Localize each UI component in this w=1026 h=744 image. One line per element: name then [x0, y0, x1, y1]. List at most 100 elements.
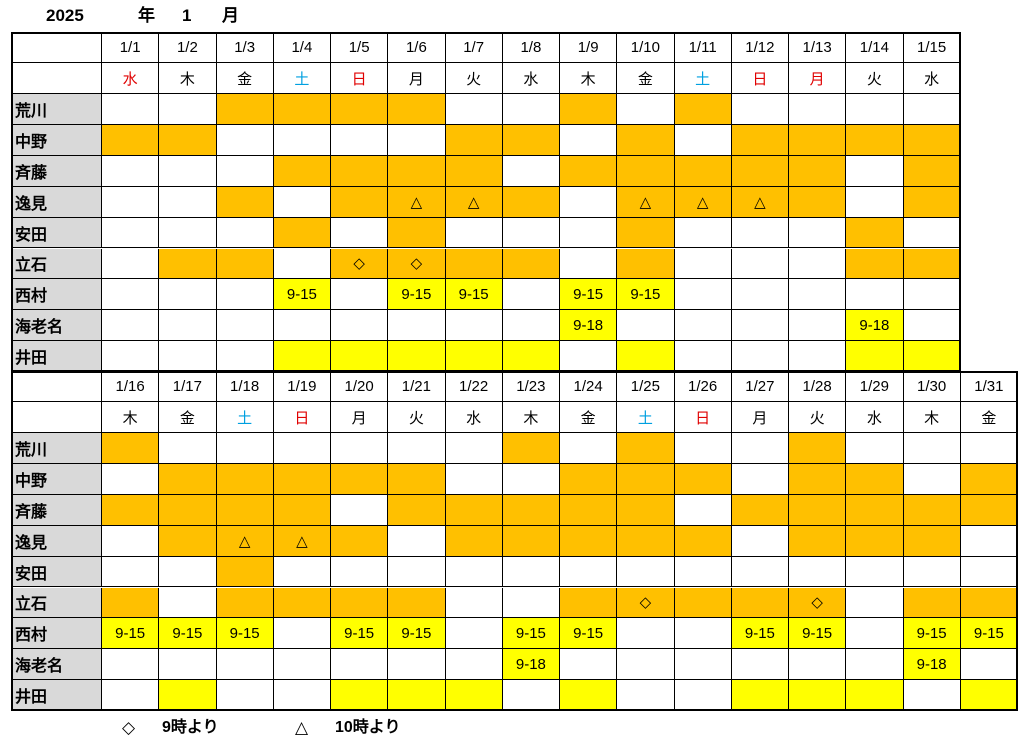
schedule-cell [273, 618, 331, 650]
staff-name: 逸見 [12, 186, 102, 218]
schedule-cell: △ [617, 186, 675, 218]
date: 1/26 [674, 372, 732, 402]
schedule-cell: 9-15 [216, 618, 274, 650]
schedule-cell [960, 525, 1018, 557]
weekday: 日 [731, 63, 789, 94]
schedule-cell: ◇ [331, 248, 389, 280]
schedule-cell [674, 217, 732, 249]
schedule-cell: △ [388, 186, 446, 218]
schedule-cell: 9-15 [102, 618, 160, 650]
schedule-cell [159, 217, 217, 249]
schedule-cell: 9-15 [560, 279, 618, 311]
schedule-cell [159, 556, 217, 588]
schedule-cell [445, 341, 503, 373]
schedule-cell [331, 279, 389, 311]
weekday: 火 [445, 63, 503, 94]
schedule-cell [960, 556, 1018, 588]
schedule-cell [674, 94, 732, 125]
schedule-cell [903, 525, 961, 557]
schedule-cell [789, 124, 847, 156]
staff-name: 中野 [12, 463, 102, 495]
schedule-cell [846, 525, 904, 557]
schedule-cell [216, 680, 274, 712]
weekday: 土 [273, 63, 331, 94]
schedule-cell [159, 494, 217, 526]
schedule-cell [445, 310, 503, 342]
schedule-cell [216, 310, 274, 342]
header-blank [12, 63, 102, 94]
schedule-cell [102, 587, 160, 619]
schedule-cell [731, 649, 789, 681]
staff-name: 安田 [12, 217, 102, 249]
schedule-cell [846, 463, 904, 495]
schedule-cell [331, 124, 389, 156]
schedule-cell: 9-18 [903, 649, 961, 681]
date: 1/10 [617, 33, 675, 63]
date: 1/20 [331, 372, 389, 402]
schedule-cell [731, 94, 789, 125]
schedule-cell [273, 680, 331, 712]
schedule-cell [560, 463, 618, 495]
schedule-cell [617, 217, 675, 249]
legend-symbol: ◇ [122, 718, 136, 737]
schedule-cell [102, 310, 160, 342]
schedule-cell [273, 463, 331, 495]
weekday: 火 [388, 402, 446, 433]
schedule-cell [216, 341, 274, 373]
weekday: 木 [903, 402, 961, 433]
staff-name: 西村 [12, 618, 102, 650]
schedule-cell: △ [731, 186, 789, 218]
schedule-cell [331, 649, 389, 681]
schedule-cell [903, 279, 961, 311]
schedule-cell [331, 680, 389, 712]
schedule-cell [674, 525, 732, 557]
date: 1/24 [560, 372, 618, 402]
schedule-cell [846, 279, 904, 311]
schedule-cell [903, 680, 961, 712]
schedule-cell [273, 310, 331, 342]
schedule-cell: 9-15 [960, 618, 1018, 650]
schedule-cell [388, 556, 446, 588]
schedule-cell [216, 124, 274, 156]
date: 1/29 [846, 372, 904, 402]
staff-name: 立石 [12, 248, 102, 280]
schedule-cell: ◇ [789, 587, 847, 619]
weekday: 月 [331, 402, 389, 433]
staff-name: 井田 [12, 341, 102, 373]
schedule-cell [502, 124, 560, 156]
schedule-cell [674, 680, 732, 712]
schedule-cell [960, 494, 1018, 526]
schedule-cell [273, 587, 331, 619]
date: 1/23 [502, 372, 560, 402]
schedule-cell [617, 341, 675, 373]
schedule-cell [159, 341, 217, 373]
staff-name: 荒川 [12, 94, 102, 125]
weekday: 水 [846, 402, 904, 433]
schedule-cell [388, 525, 446, 557]
date: 1/19 [273, 372, 331, 402]
weekday: 日 [674, 402, 732, 433]
schedule-cell [731, 248, 789, 280]
weekday: 金 [960, 402, 1018, 433]
schedule-cell [903, 186, 961, 218]
weekday: 日 [273, 402, 331, 433]
schedule-cell [445, 587, 503, 619]
date: 1/12 [731, 33, 789, 63]
schedule-cell [960, 587, 1018, 619]
schedule-cell [617, 248, 675, 280]
schedule-cell [731, 217, 789, 249]
schedule-cell [731, 680, 789, 712]
schedule-cell [159, 124, 217, 156]
schedule-cell [617, 433, 675, 464]
schedule-cell: 9-15 [903, 618, 961, 650]
schedule-cell [789, 463, 847, 495]
schedule-cell [560, 433, 618, 464]
schedule-cell [445, 494, 503, 526]
schedule-cell [903, 587, 961, 619]
schedule-cell [502, 279, 560, 311]
schedule-cell [159, 279, 217, 311]
schedule-cell [731, 310, 789, 342]
schedule-cell [273, 94, 331, 125]
schedule-cell [388, 463, 446, 495]
schedule-cell [846, 433, 904, 464]
